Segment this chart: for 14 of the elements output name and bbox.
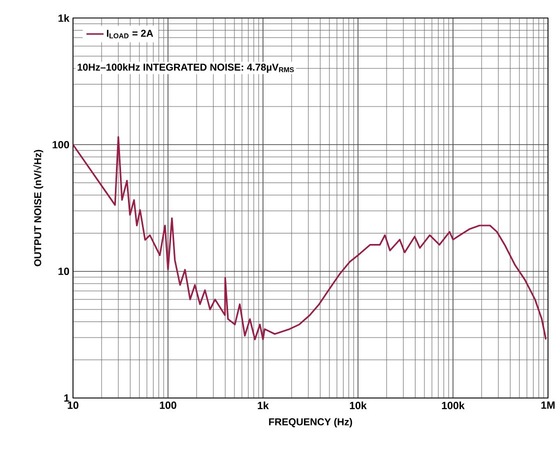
x-tick-label: 1k — [258, 402, 269, 410]
y-tick-label: 100 — [52, 140, 70, 148]
x-axis-title: FREQUENCY (Hz) — [269, 418, 352, 428]
y-axis-title: OUTPUT NOISE (nV/√Hz) — [33, 150, 44, 266]
y-tick-label: 1 — [64, 394, 70, 402]
y-tick-label: 10 — [58, 268, 70, 276]
legend-label: I$_{LOAD}$ = 2A — [106, 30, 154, 38]
x-tick-label: 10 — [68, 402, 78, 409]
y-tick-label: 1k — [58, 14, 70, 22]
x-tick-label: 10k — [350, 402, 367, 410]
x-tick-label: 1M — [541, 402, 555, 409]
annotation: 10Hz–100kHz INTEGRATED NOISE: 4.78µV$_{RMS}$ — [78, 63, 294, 73]
x-tick-label: 100 — [160, 402, 176, 409]
x-tick-label: 100k — [442, 402, 465, 410]
